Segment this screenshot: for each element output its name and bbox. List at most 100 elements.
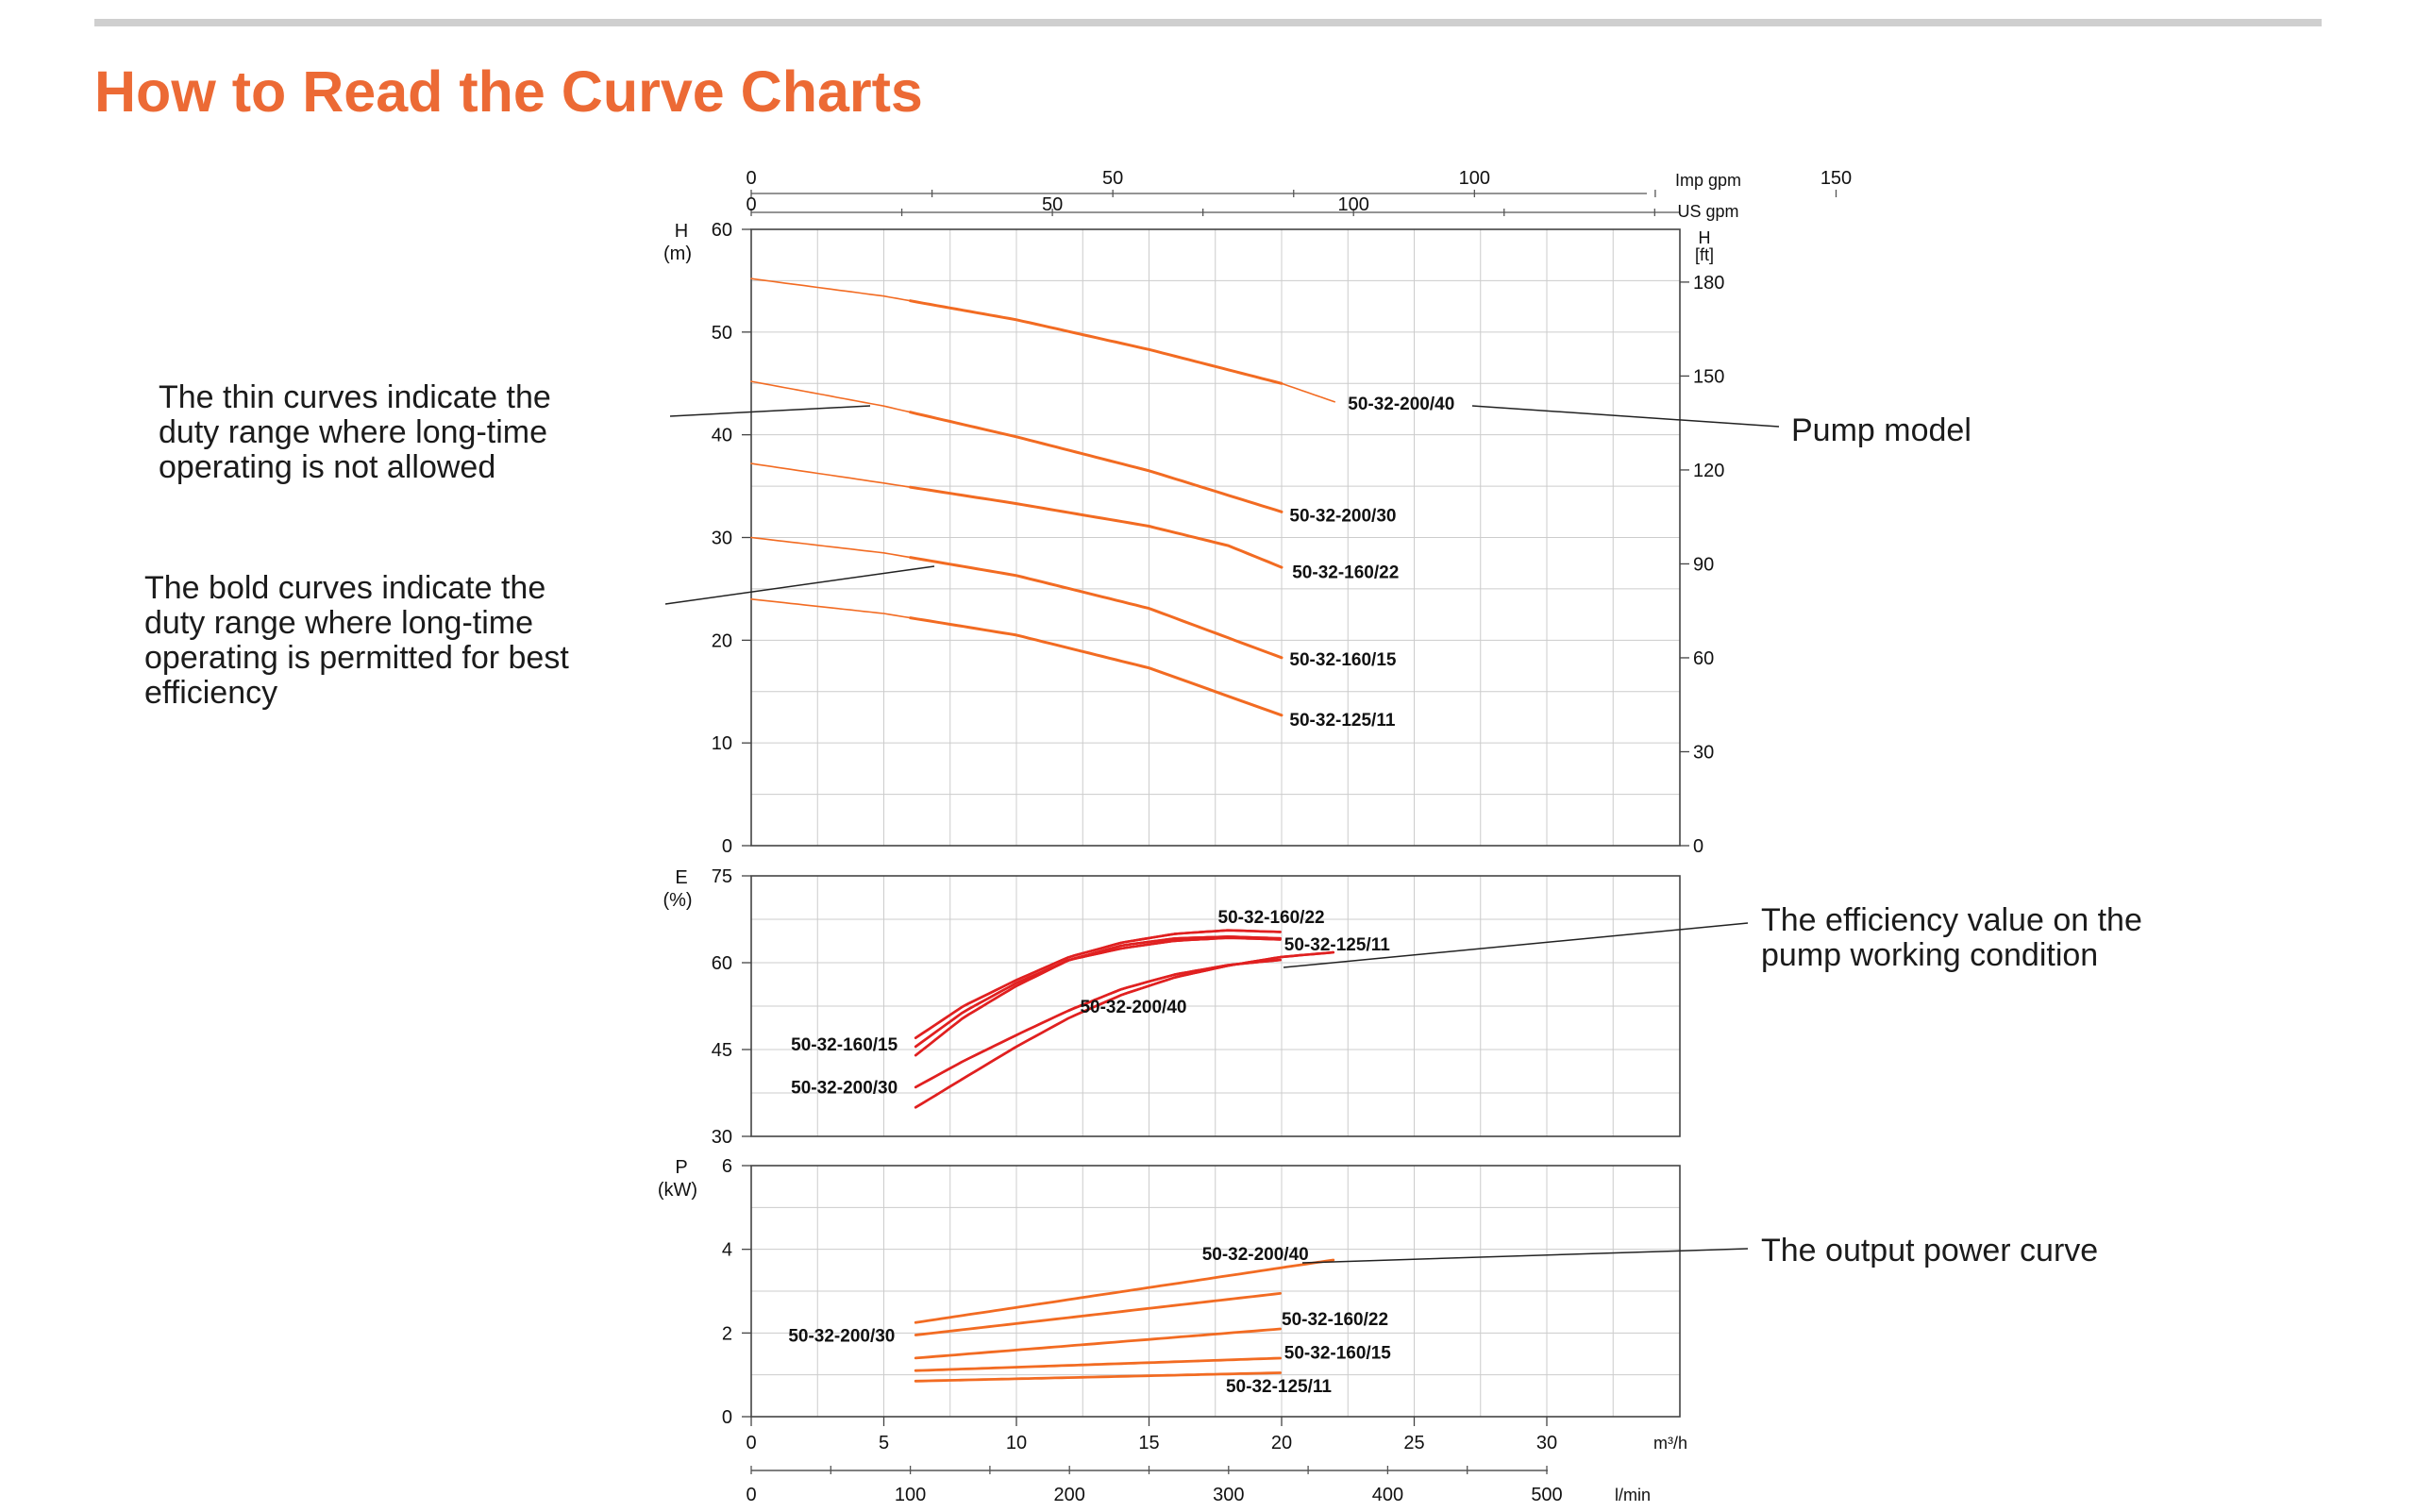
annotation-line: efficiency: [144, 675, 278, 711]
y-tick-label-ft: 150: [1693, 366, 1724, 387]
y-tick-label: 4: [722, 1240, 732, 1261]
annotation-line: Pump model: [1791, 412, 1971, 448]
plot-frame: [750, 1165, 1681, 1418]
curve-50-32-200/30-thin: [914, 1292, 1282, 1336]
y-axis-unit: (%): [663, 890, 692, 911]
curve-label: 50-32-200/40: [1202, 1245, 1309, 1265]
tick-label-lmin: 300: [1213, 1485, 1244, 1505]
tick-label-imp: 150: [1820, 168, 1852, 189]
x-axis-unit: m³/h: [1653, 1434, 1687, 1453]
tick-label-lmin: 200: [1054, 1485, 1085, 1505]
axis-unit-lmin: l/min: [1615, 1486, 1651, 1504]
curve-50-32-200/30-bold: [909, 411, 1284, 513]
y-tick-label: 6: [722, 1156, 732, 1177]
curve-50-32-160/15-bold: [909, 556, 1284, 660]
annotation-bold-curves: The bold curves indicate the duty range …: [144, 571, 569, 711]
curve-50-32-200/30-thin: [914, 958, 1282, 1089]
annotation-line: duty range where long-time: [144, 605, 534, 641]
curve-50-32-160/15-thin: [914, 1356, 1282, 1372]
curve-50-32-125/11-bold: [909, 616, 1284, 717]
axis-unit-imp: Imp gpm: [1675, 171, 1741, 190]
y-tick-label-ft: 120: [1693, 461, 1724, 481]
y-tick-label: 2: [722, 1323, 732, 1344]
curve-label: 50-32-125/11: [1289, 711, 1395, 731]
y-axis-unit: (kW): [658, 1180, 697, 1201]
curve-label: 50-32-160/15: [791, 1035, 898, 1055]
x-tick-label: 25: [1403, 1433, 1424, 1453]
curve-50-32-200/40-bold: [914, 950, 1335, 1109]
y-tick-label-ft: 60: [1693, 648, 1714, 669]
right-axis-unit: [ft]: [1695, 245, 1714, 264]
y-tick-label: 75: [712, 866, 732, 887]
leader-line-power: [1301, 1248, 1749, 1264]
x-tick-label: 30: [1536, 1433, 1557, 1453]
annotation-line: pump working condition: [1761, 937, 2099, 973]
annotation-line: operating is not allowed: [159, 449, 496, 485]
x-tick-label: 10: [1006, 1433, 1027, 1453]
right-axis-symbol: H: [1699, 228, 1711, 247]
y-tick-label-ft: 90: [1693, 554, 1714, 575]
curve-50-32-200/40-bold: [909, 299, 1284, 385]
curve-50-32-160/22-bold: [909, 485, 1284, 569]
curve-label: 50-32-200/30: [1289, 507, 1396, 527]
plot-frame: [750, 875, 1681, 1137]
annotation-pump-model: Pump model: [1791, 413, 1971, 448]
y-tick-label: 45: [712, 1040, 732, 1061]
curve-50-32-160/15-bold: [914, 936, 1282, 1049]
annotation-line: The bold curves indicate the: [144, 570, 546, 606]
curve-50-32-160/22-thin: [914, 1327, 1282, 1360]
annotation-power: The output power curve: [1761, 1234, 2098, 1268]
y-tick-label: 60: [712, 953, 732, 974]
annotation-line: The thin curves indicate the: [159, 379, 551, 415]
y-tick-label: 20: [712, 630, 732, 651]
annotation-line: operating is permitted for best: [144, 640, 569, 676]
tick-label-lmin: 400: [1372, 1485, 1403, 1505]
axis-unit-us: US gpm: [1677, 202, 1738, 221]
curve-50-32-200/40-thin: [914, 1258, 1335, 1324]
annotation-line: The output power curve: [1761, 1233, 2099, 1268]
y-axis-symbol: H: [675, 221, 688, 242]
y-tick-label: 40: [712, 426, 732, 446]
x-tick-label: 5: [879, 1433, 889, 1453]
y-tick-label: 30: [712, 529, 732, 549]
y-tick-label: 30: [712, 1127, 732, 1148]
top-divider: [94, 19, 2322, 26]
y-tick-label-ft: 180: [1693, 273, 1724, 294]
curve-label: 50-32-160/15: [1284, 1343, 1391, 1363]
curve-50-32-200/30-bold: [914, 958, 1282, 1089]
y-tick-label-ft: 30: [1693, 742, 1714, 763]
curve-label: 50-32-160/22: [1292, 563, 1399, 582]
y-tick-label: 60: [712, 220, 732, 241]
leader-line-thin: [669, 405, 871, 417]
curve-label: 50-32-160/22: [1282, 1310, 1388, 1330]
leader-line-bold: [664, 565, 935, 605]
curve-label: 50-32-125/11: [1226, 1377, 1332, 1397]
leader-line-model: [1471, 405, 1780, 428]
y-tick-label: 10: [712, 733, 732, 754]
leader-line-efficiency: [1283, 922, 1749, 968]
curve-label: 50-32-160/15: [1289, 650, 1396, 670]
tick-label-us: 0: [746, 194, 756, 215]
curve-label: 50-32-160/22: [1218, 908, 1325, 928]
annotation-line: The efficiency value on the: [1761, 902, 2142, 938]
tick-label-us: 100: [1338, 194, 1369, 215]
page-title: How to Read the Curve Charts: [94, 59, 923, 124]
y-tick-label-ft: 0: [1693, 836, 1703, 857]
curve-label: 50-32-125/11: [1284, 935, 1390, 955]
annotation-efficiency: The efficiency value on the pump working…: [1761, 903, 2142, 973]
y-tick-label: 0: [722, 836, 732, 857]
tick-label-lmin: 500: [1531, 1485, 1562, 1505]
x-tick-label: 20: [1271, 1433, 1292, 1453]
annotation-line: duty range where long-time: [159, 414, 548, 450]
curve-label: 50-32-200/40: [1080, 998, 1186, 1017]
tick-label-imp: 50: [1102, 168, 1123, 189]
curve-50-32-160/22-bold: [914, 929, 1282, 1039]
tick-label-lmin: 100: [895, 1485, 926, 1505]
y-axis-symbol: E: [675, 867, 687, 888]
tick-label-lmin: 0: [746, 1485, 756, 1505]
annotation-thin-curves: The thin curves indicate the duty range …: [159, 380, 551, 485]
curve-label: 50-32-200/30: [788, 1327, 895, 1347]
y-tick-label: 50: [712, 323, 732, 344]
x-tick-label: 0: [746, 1433, 756, 1453]
